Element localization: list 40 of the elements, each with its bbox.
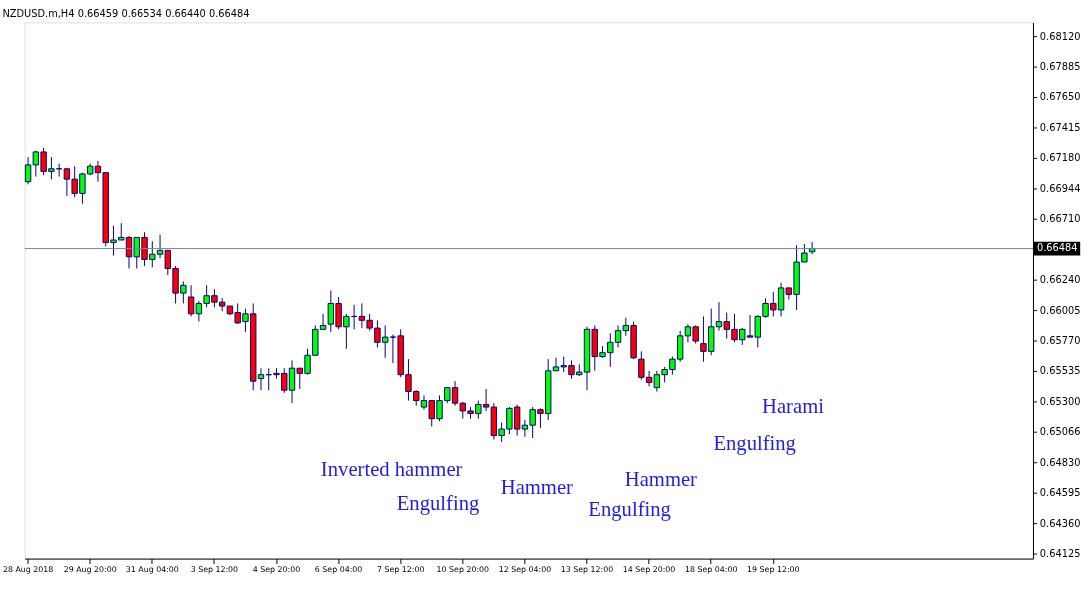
y-tick-label: 0.64830 [1039,456,1081,468]
candlestick [187,284,195,317]
annotation: Engulfing [588,497,671,521]
x-tick-label: 6 Sep 04:00 [314,564,363,574]
annotation: Engulfing [396,492,480,516]
y-tick-label: 0.64360 [1039,517,1081,529]
x-tick-label: 18 Sep 04:00 [684,564,738,574]
x-tick-label: 10 Sep 20:00 [436,564,490,574]
y-tick-label: 0.67650 [1039,91,1081,103]
y-tick-label: 0.66710 [1039,213,1081,225]
y-tick-label: 0.66240 [1039,274,1081,286]
annotation: Hammer [500,476,574,499]
x-tick-label: 13 Sep 12:00 [560,564,614,574]
annotation: Hammer [624,468,698,491]
annotation: Engulfing [713,432,796,456]
y-tick-label: 0.64595 [1039,487,1081,499]
annotation: Harami [762,394,825,417]
x-tick-label: 31 Aug 04:00 [125,564,179,574]
x-tick-label: 19 Sep 12:00 [747,564,800,574]
y-tick-label: 0.67180 [1039,152,1081,164]
x-tick-label: 7 Sep 12:00 [376,564,425,574]
x-tick-label: 29 Aug 20:00 [63,564,117,574]
chart-title: NZDUSD.m,H4 0.66459 0.66534 0.66440 0.66484 [2,7,250,19]
y-tick-label: 0.65770 [1039,334,1081,346]
y-tick-label: 0.65300 [1039,395,1081,407]
x-tick-label: 14 Sep 20:00 [622,564,676,574]
y-tick-label: 0.64125 [1039,548,1081,560]
y-tick-label: 0.66005 [1039,304,1081,316]
y-tick-label: 0.67885 [1039,61,1081,73]
y-tick-label: 0.65066 [1039,426,1081,438]
x-tick-label: 28 Aug 2018 [2,564,54,574]
annotation: Inverted hammer [320,458,463,481]
ref-line-label: 0.66484 [1036,242,1078,254]
x-tick-label: 4 Sep 20:00 [252,564,301,574]
x-tick-label: 3 Sep 12:00 [190,564,239,574]
y-tick-label: 0.67415 [1039,121,1081,133]
y-tick-label: 0.66944 [1039,182,1081,194]
y-tick-label: 0.68120 [1039,30,1081,42]
x-tick-label: 12 Sep 04:00 [498,564,552,574]
y-tick-label: 0.65535 [1039,365,1081,377]
